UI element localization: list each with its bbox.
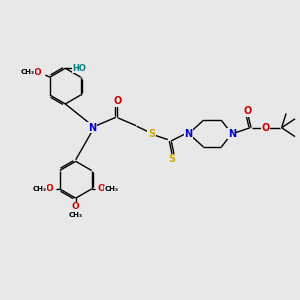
Text: O: O (261, 123, 269, 133)
Text: O: O (33, 68, 41, 76)
Text: HO: HO (72, 64, 86, 73)
Text: N: N (184, 129, 193, 139)
Text: CH₃: CH₃ (69, 212, 83, 218)
Text: O: O (72, 202, 80, 211)
Text: O: O (98, 184, 106, 194)
Text: N: N (88, 123, 96, 133)
Text: CH₃: CH₃ (33, 186, 47, 192)
Text: O: O (113, 96, 122, 106)
Text: CH₃: CH₃ (105, 186, 118, 192)
Text: N: N (228, 129, 236, 139)
Text: CH₃: CH₃ (21, 69, 34, 75)
Text: O: O (46, 184, 53, 194)
Text: O: O (244, 106, 252, 116)
Text: S: S (169, 154, 176, 164)
Text: S: S (148, 129, 155, 139)
